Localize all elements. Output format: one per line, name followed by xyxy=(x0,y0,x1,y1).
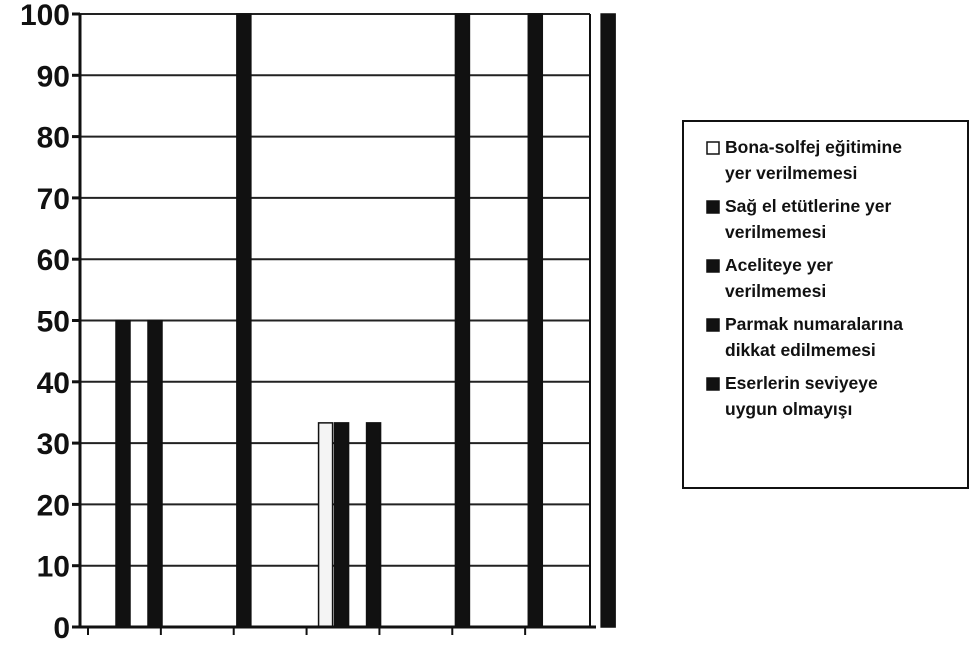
legend-label-line1: Bona-solfej eğitimine xyxy=(725,137,902,157)
y-tick-label: 30 xyxy=(37,428,70,461)
y-tick-label: 10 xyxy=(37,551,70,584)
y-tick-label: 50 xyxy=(37,306,70,339)
bar xyxy=(600,13,616,628)
legend-label-line1: Parmak numaralarına xyxy=(725,314,903,334)
y-tick-label: 90 xyxy=(37,60,70,93)
y-tick-label: 80 xyxy=(37,122,70,155)
legend-label-line2: uygun olmayışı xyxy=(725,399,852,419)
bars xyxy=(115,13,616,628)
legend-swatch xyxy=(706,141,720,155)
legend-swatch xyxy=(706,318,720,332)
legend-swatch xyxy=(706,377,720,391)
gridlines xyxy=(80,13,590,567)
legend-label-line1: Eserlerin seviyeye xyxy=(725,373,878,393)
legend-label-line1: Aceliteye yer xyxy=(725,255,833,275)
bar xyxy=(236,13,252,628)
y-tick-label: 60 xyxy=(37,244,70,277)
legend-box xyxy=(682,120,969,489)
y-tick-label: 0 xyxy=(53,612,70,645)
legend-label-line1: Sağ el etütlerine yer xyxy=(725,196,892,216)
legend-label-line2: verilmemesi xyxy=(725,281,826,301)
x-tick-marks xyxy=(87,627,527,635)
y-tick-label: 20 xyxy=(37,489,70,522)
legend-swatch xyxy=(706,200,720,214)
y-tick-label: 40 xyxy=(37,367,70,400)
y-tick-label: 100 xyxy=(20,0,70,32)
legend-label-line2: verilmemesi xyxy=(725,222,826,242)
bar xyxy=(527,13,544,628)
y-tick-labels: 0 10 20 30 40 50 60 70 80 90 100 xyxy=(20,0,80,645)
bar xyxy=(365,422,382,628)
legend-label-line2: yer verilmemesi xyxy=(725,163,857,183)
bar xyxy=(115,319,131,628)
bar xyxy=(317,422,334,628)
y-tick-label: 70 xyxy=(37,183,70,216)
bar xyxy=(147,319,163,628)
legend: Bona-solfej eğitimine yer verilmemesi Sağ … xyxy=(682,120,969,489)
legend-swatch xyxy=(706,259,720,273)
bar xyxy=(454,13,471,628)
legend-label-line2: dikkat edilmemesi xyxy=(725,340,876,360)
bar xyxy=(333,422,350,628)
